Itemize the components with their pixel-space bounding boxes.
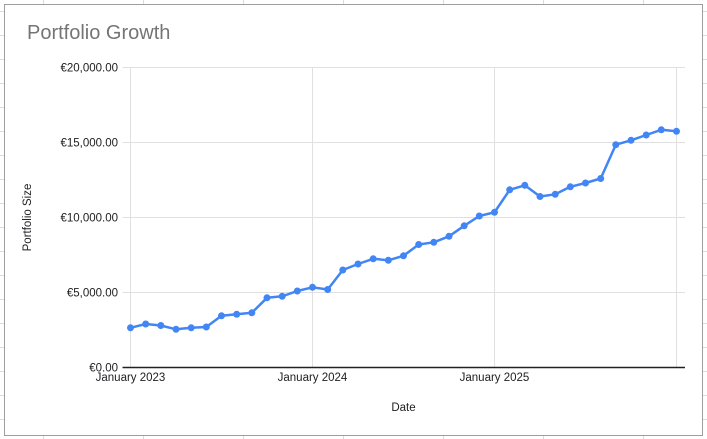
data-point[interactable]	[354, 260, 362, 268]
y-tick-label: €10,000.00	[60, 213, 118, 225]
y-axis-title: Portfolio Size	[22, 184, 34, 252]
data-point[interactable]	[293, 287, 301, 295]
data-point[interactable]	[218, 312, 225, 320]
y-tick-label: €15,000.00	[60, 138, 118, 150]
data-point[interactable]	[642, 131, 650, 139]
data-point[interactable]	[582, 179, 589, 187]
y-tick-label: €5,000.00	[67, 288, 118, 300]
data-point[interactable]	[657, 126, 665, 134]
data-point[interactable]	[248, 309, 256, 317]
data-point[interactable]	[400, 252, 407, 260]
x-tick-label: January 2024	[278, 372, 348, 384]
series-line	[129, 128, 678, 331]
data-point[interactable]	[202, 323, 210, 331]
x-tick-label: January 2023	[96, 372, 166, 384]
x-axis-title: Date	[391, 402, 415, 414]
data-point[interactable]	[324, 286, 332, 293]
embedded-chart[interactable]: Portfolio Growth €0.00 €5,000.00 €10,000.0…	[4, 4, 703, 436]
data-point[interactable]	[339, 266, 347, 274]
line-chart-plot: €0.00 €5,000.00 €10,000.00 €15,000.00 €20,00…	[22, 63, 685, 414]
data-point[interactable]	[384, 256, 392, 264]
data-point[interactable]	[157, 322, 165, 329]
data-point[interactable]	[415, 241, 423, 248]
y-tick-label: €0.00	[89, 363, 118, 375]
data-point[interactable]	[172, 325, 180, 333]
data-point[interactable]	[430, 238, 438, 246]
y-tick-label: €20,000.00	[60, 63, 118, 75]
data-point[interactable]	[445, 232, 453, 240]
x-tick-label: January 2025	[460, 372, 530, 384]
data-point[interactable]	[460, 222, 468, 230]
data-point[interactable]	[233, 310, 241, 318]
data-point[interactable]	[566, 183, 574, 191]
data-point[interactable]	[263, 294, 271, 302]
data-point[interactable]	[521, 181, 529, 189]
data-point[interactable]	[127, 324, 134, 332]
data-point[interactable]	[627, 136, 635, 144]
chart-title: Portfolio Growth	[27, 22, 171, 44]
data-point[interactable]	[187, 324, 195, 332]
data-point[interactable]	[142, 320, 150, 328]
data-point[interactable]	[551, 190, 559, 198]
data-point[interactable]	[309, 283, 316, 291]
data-point[interactable]	[475, 212, 483, 220]
data-point[interactable]	[536, 193, 544, 200]
data-point[interactable]	[597, 175, 605, 182]
data-point[interactable]	[491, 208, 498, 216]
data-point[interactable]	[673, 127, 680, 135]
data-point[interactable]	[612, 141, 620, 149]
data-point[interactable]	[369, 255, 377, 263]
data-point[interactable]	[278, 292, 286, 300]
data-point[interactable]	[506, 186, 514, 194]
